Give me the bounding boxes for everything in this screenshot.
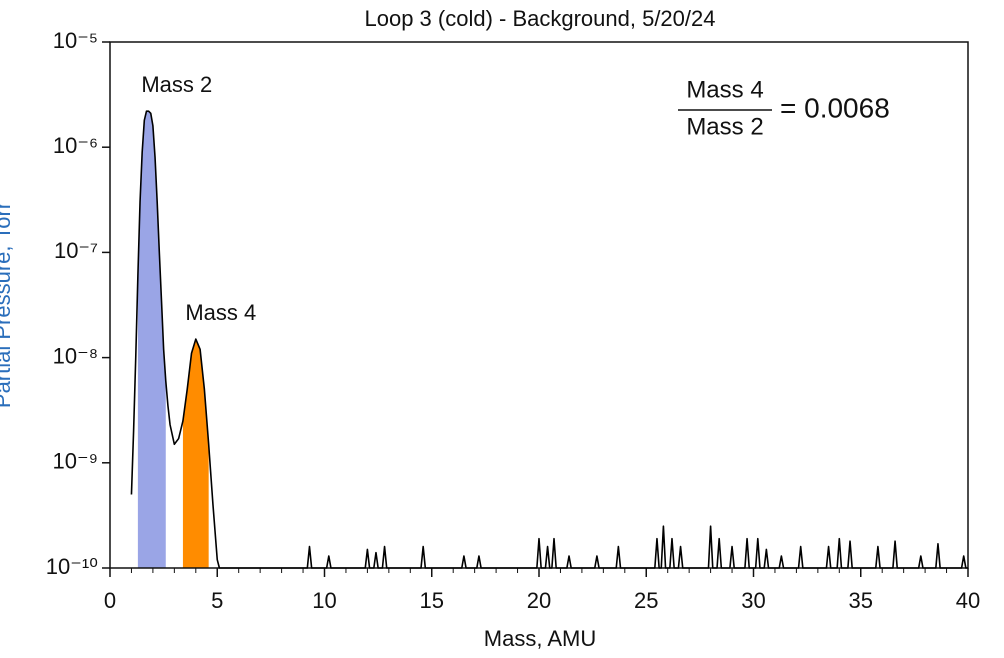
shaded-region <box>137 111 166 569</box>
chart-title: Loop 3 (cold) - Background, 5/20/24 <box>364 6 715 31</box>
x-tick-label: 25 <box>634 588 658 613</box>
ratio-denominator: Mass 2 <box>686 113 763 140</box>
peak-label: Mass 4 <box>185 300 256 325</box>
x-tick-label: 30 <box>741 588 765 613</box>
x-tick-label: 10 <box>312 588 336 613</box>
shaded-region <box>182 339 209 568</box>
x-tick-label: 35 <box>849 588 873 613</box>
y-axis-label: Partial Pressure, Torr <box>0 202 15 408</box>
y-tick-label: 10⁻⁸ <box>53 343 98 368</box>
y-tick-label: 10⁻¹⁰ <box>46 554 98 579</box>
x-tick-label: 15 <box>420 588 444 613</box>
x-axis-label: Mass, AMU <box>484 626 596 651</box>
ratio-value: = 0.0068 <box>780 92 890 123</box>
x-tick-label: 20 <box>527 588 551 613</box>
y-tick-label: 10⁻⁵ <box>53 28 98 53</box>
ratio-numerator: Mass 4 <box>686 76 763 103</box>
y-tick-label: 10⁻⁶ <box>53 133 98 158</box>
x-tick-label: 40 <box>956 588 980 613</box>
x-tick-label: 5 <box>211 588 223 613</box>
x-tick-label: 0 <box>104 588 116 613</box>
y-tick-label: 10⁻⁷ <box>54 238 98 263</box>
data-line <box>130 110 968 569</box>
y-tick-label: 10⁻⁹ <box>52 449 98 474</box>
peak-label: Mass 2 <box>141 72 212 97</box>
